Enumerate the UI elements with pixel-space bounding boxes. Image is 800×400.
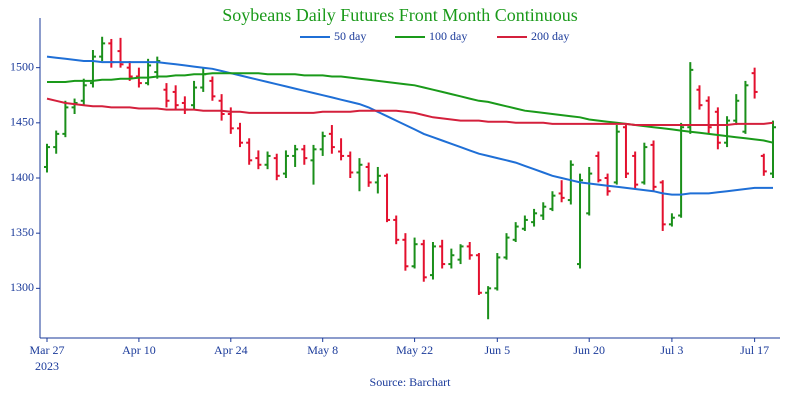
- y-tick-label: 1300: [10, 280, 34, 294]
- legend-label: 100 day: [429, 29, 467, 43]
- y-tick-label: 1350: [10, 225, 34, 239]
- ma-line: [46, 55, 773, 196]
- legend-label: 50 day: [334, 29, 366, 43]
- x-tick-label: Mar 27: [30, 343, 65, 357]
- y-tick-label: 1400: [10, 170, 34, 184]
- x-tick-label: May 8: [307, 343, 338, 357]
- x-tick-label: Jul 17: [740, 343, 769, 357]
- x-tick-label: Apr 24: [214, 343, 248, 357]
- x-tick-label: May 22: [396, 343, 433, 357]
- source: Source: Barchart: [370, 375, 452, 389]
- x-tick-label: Jul 3: [660, 343, 683, 357]
- chart-title: Soybeans Daily Futures Front Month Conti…: [222, 5, 578, 25]
- legend-label: 200 day: [531, 29, 569, 43]
- y-tick-label: 1500: [10, 59, 34, 73]
- ma-line: [47, 72, 774, 144]
- x-tick-label: Apr 10: [122, 343, 156, 357]
- x-tick-label: Jun 20: [573, 343, 605, 357]
- ma-line: [46, 97, 774, 126]
- y-tick-label: 1450: [10, 115, 34, 129]
- x-tick-label: Jun 5: [484, 343, 510, 357]
- x-year-label: 2023: [35, 359, 59, 373]
